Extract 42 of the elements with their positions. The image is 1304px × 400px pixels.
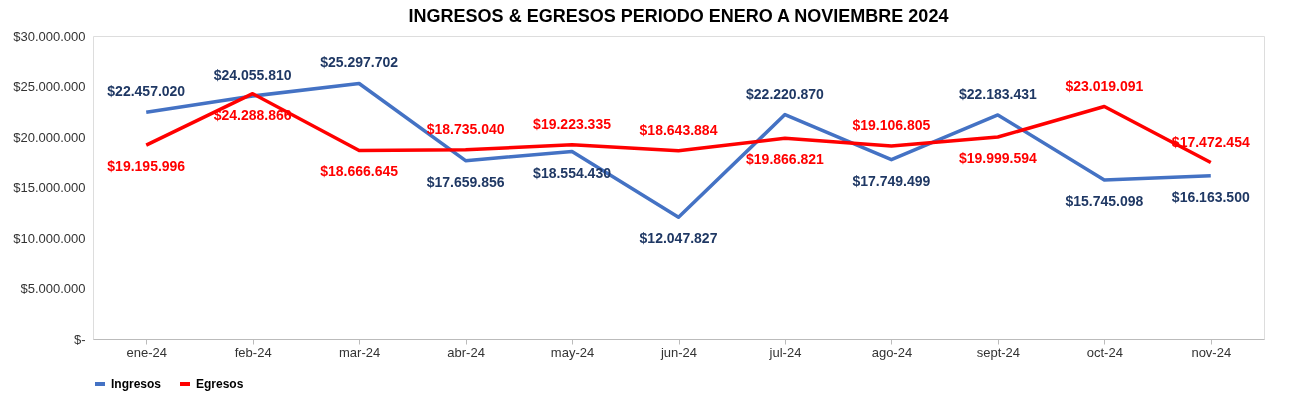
data-label: $18.735.040 bbox=[426, 120, 505, 137]
data-label: $22.183.431 bbox=[958, 85, 1037, 102]
x-tick-label: nov-24 bbox=[1191, 344, 1232, 360]
y-tick-label: $15.000.000 bbox=[13, 180, 86, 195]
x-tick-label: may-24 bbox=[550, 344, 595, 360]
data-label: $22.220.870 bbox=[746, 85, 825, 102]
x-tick-label: abr-24 bbox=[447, 344, 485, 360]
data-label: $18.643.884 bbox=[639, 121, 718, 138]
data-label: $17.472.454 bbox=[1171, 133, 1250, 150]
data-label: $23.019.091 bbox=[1065, 77, 1144, 94]
data-label: $12.047.827 bbox=[639, 230, 718, 247]
y-tick-label: $25.000.000 bbox=[13, 79, 86, 94]
data-label: $19.106.805 bbox=[852, 117, 931, 134]
x-tick-label: oct-24 bbox=[1086, 344, 1123, 360]
data-label: $25.297.702 bbox=[320, 54, 399, 71]
data-label: $19.866.821 bbox=[746, 151, 825, 168]
data-label: $19.223.335 bbox=[533, 115, 612, 132]
legend-label: Ingresos bbox=[111, 377, 162, 391]
y-tick-label: $- bbox=[73, 331, 86, 347]
data-label: $17.659.856 bbox=[426, 173, 505, 190]
x-tick-label: sept-24 bbox=[976, 344, 1021, 360]
data-label: $22.457.020 bbox=[107, 83, 186, 100]
x-tick-label: feb-24 bbox=[234, 344, 272, 360]
x-tick-label: ene-24 bbox=[126, 344, 167, 360]
data-label: $24.288.866 bbox=[213, 106, 292, 123]
x-tick-label: ago-24 bbox=[871, 344, 913, 360]
data-label: $19.195.996 bbox=[107, 158, 186, 175]
legend-label: Egresos bbox=[196, 377, 244, 391]
chart-title: INGRESOS & EGRESOS PERIODO ENERO A NOVIEMBRE 2024 bbox=[408, 6, 949, 26]
x-tick-label: jul-24 bbox=[768, 344, 802, 360]
x-tick-label: mar-24 bbox=[339, 344, 381, 360]
y-tick-label: $5.000.000 bbox=[20, 281, 86, 296]
data-label: $16.163.500 bbox=[1171, 188, 1250, 205]
data-label: $17.749.499 bbox=[852, 172, 931, 189]
y-tick-label: $30.000.000 bbox=[13, 28, 86, 44]
data-label: $19.999.594 bbox=[958, 150, 1037, 166]
x-tick-label: jun-24 bbox=[659, 344, 698, 360]
y-tick-label: $10.000.000 bbox=[13, 230, 86, 246]
data-label: $15.745.098 bbox=[1065, 192, 1144, 209]
y-tick-label: $20.000.000 bbox=[13, 129, 86, 145]
data-label: $24.055.810 bbox=[213, 67, 292, 84]
data-label: $18.666.645 bbox=[320, 163, 399, 180]
